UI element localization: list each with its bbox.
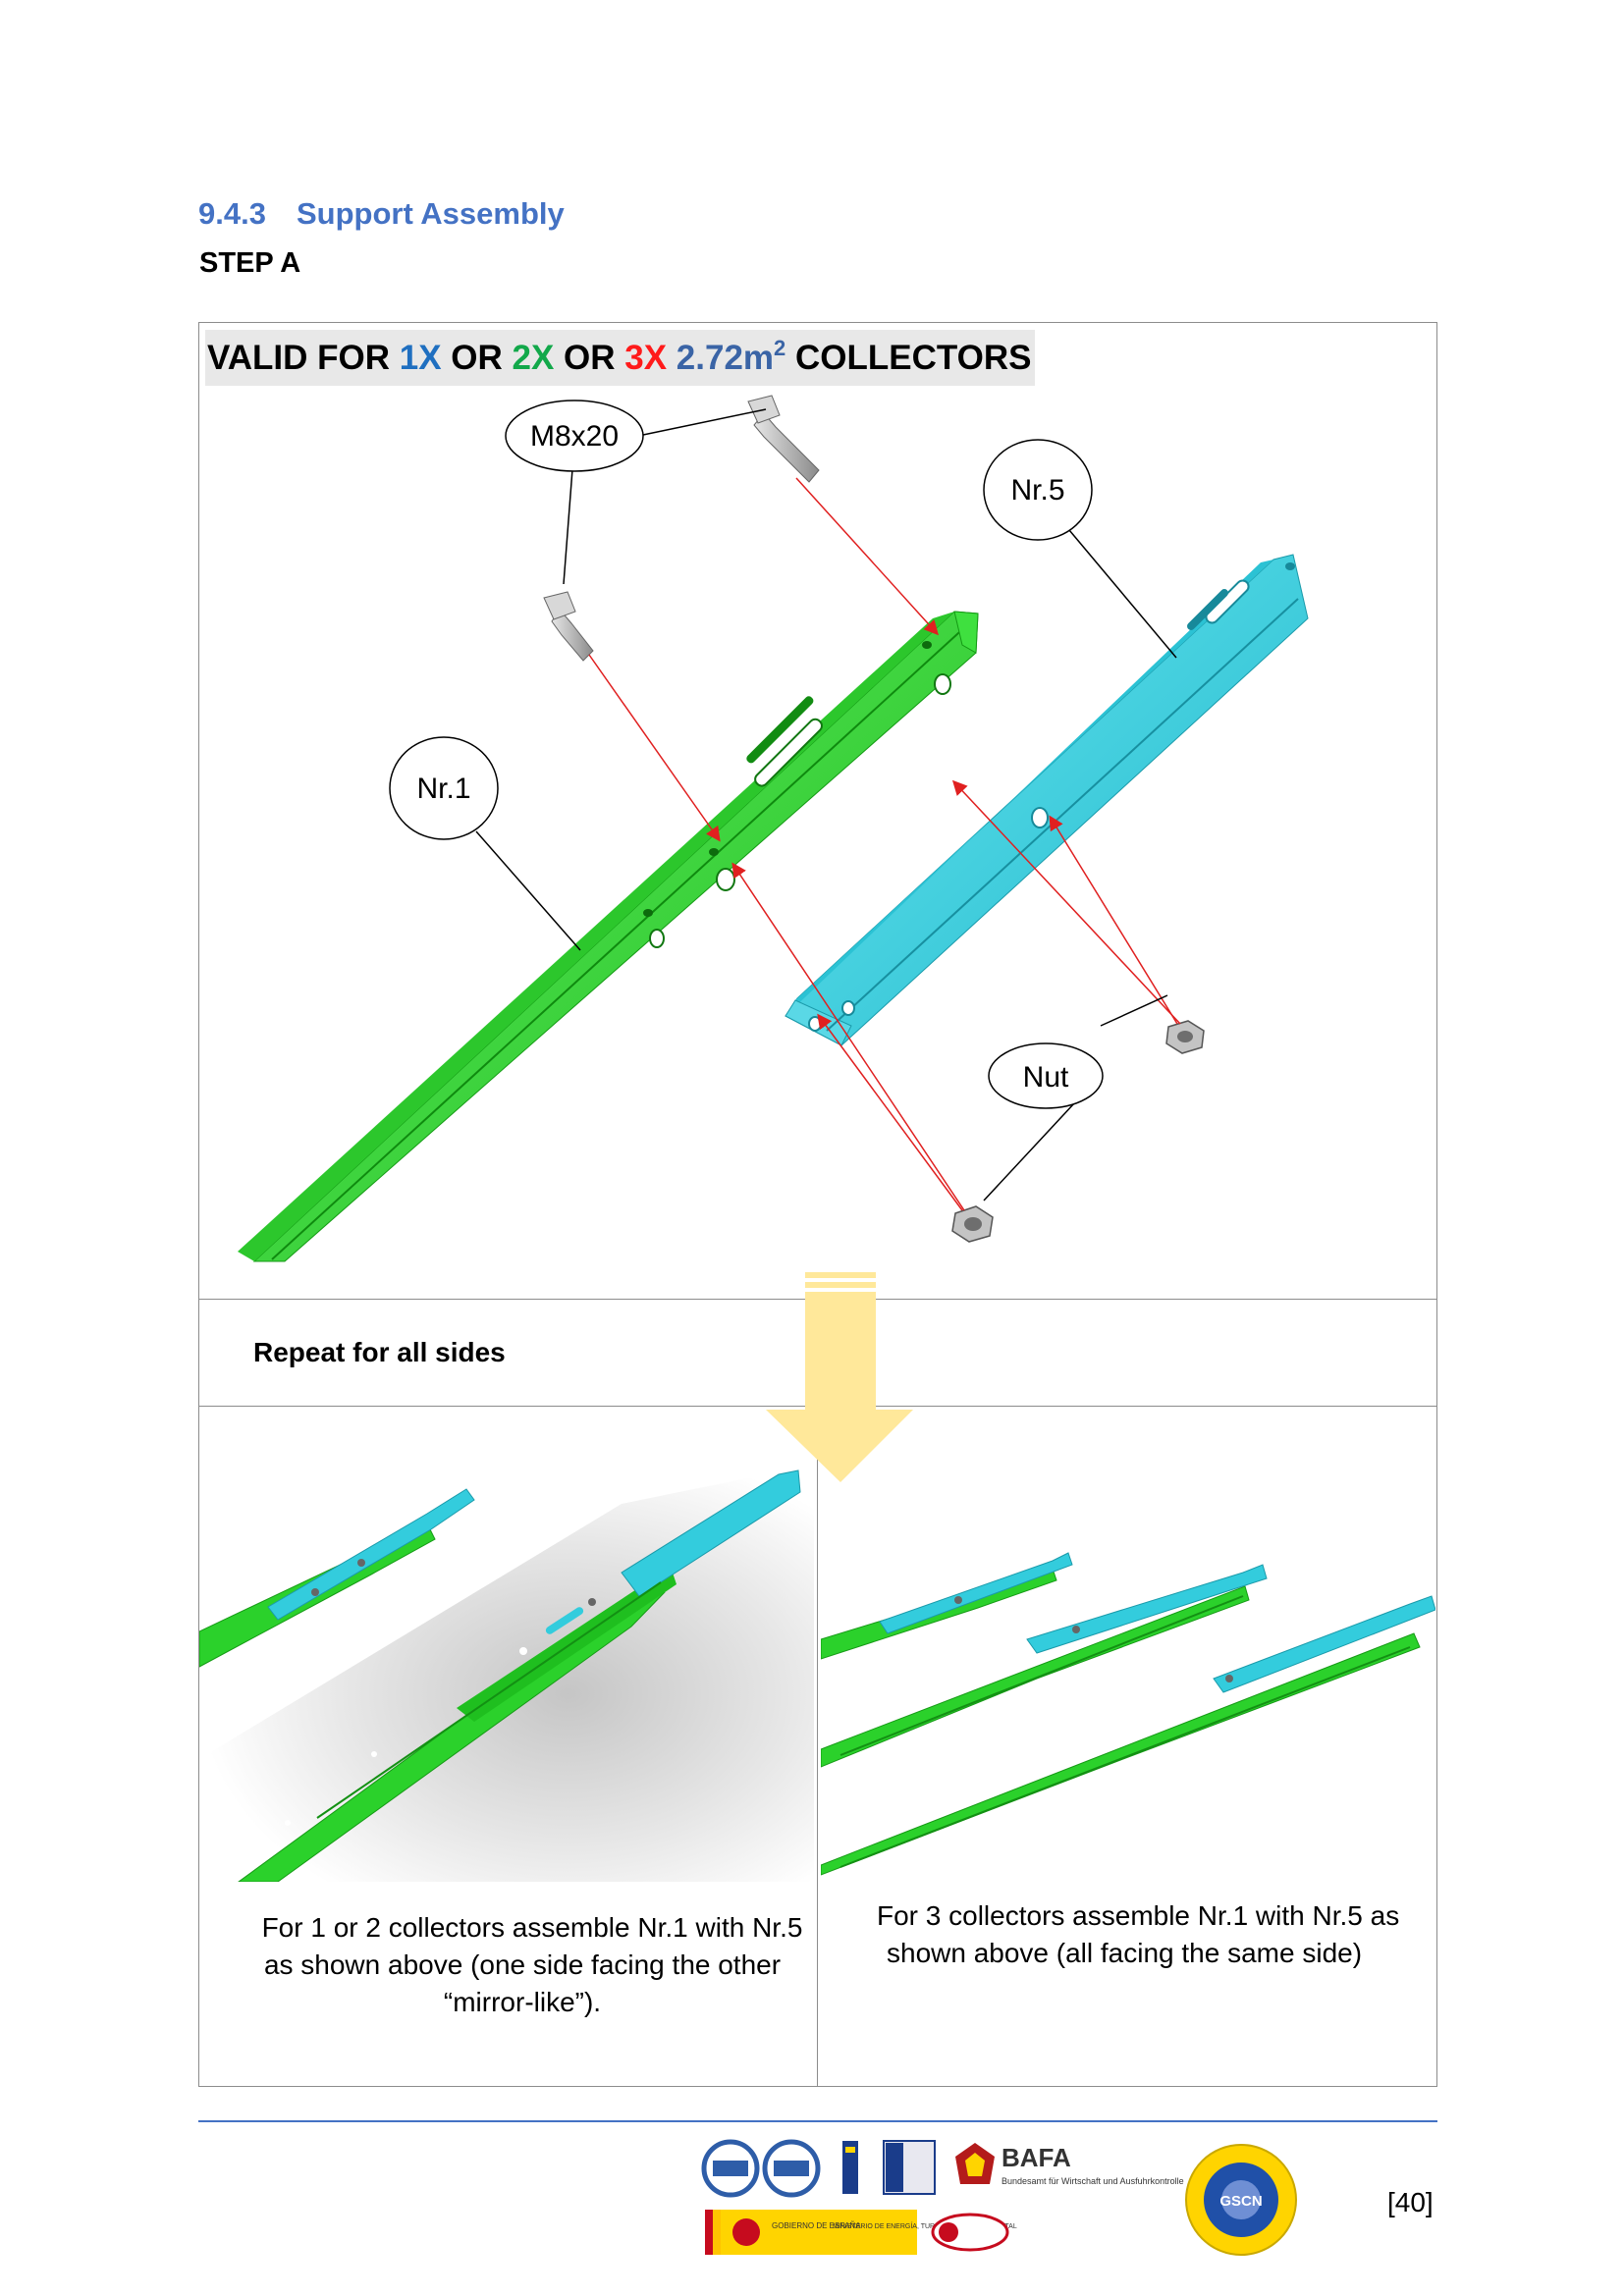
caption-1-2-collectors: For 1 or 2 collectors assemble Nr.1 with…	[238, 1909, 807, 2021]
validity-banner: VALID FOR 1X OR 2X OR 3X 2.72m2 COLLECTO…	[205, 330, 1035, 386]
banner-area-exponent: 2	[774, 336, 786, 360]
table-column-divider	[817, 1406, 818, 2087]
bafa-logo: BAFA Bundesamt für Wirtschaft und Ausfuh…	[955, 2143, 1184, 2186]
institutional-logo	[883, 2140, 936, 2195]
spanish-government-logo: GOBIERNO DE ESPAÑA MINISTERIO DE ENERGÍA…	[705, 2210, 1017, 2255]
energy-logo	[842, 2141, 858, 2194]
banner-suffix: COLLECTORS	[785, 339, 1032, 377]
banner-area: 2.72m2	[667, 336, 786, 377]
banner-option-2x: 2X	[512, 339, 555, 377]
banner-option-1x: 1X	[399, 339, 442, 377]
gscn-wordmark: GSCN	[1219, 2193, 1262, 2210]
footer-logos: BAFA Bundesamt für Wirtschaft und Ausfuh…	[701, 2139, 1297, 2256]
assembly-arrows	[588, 477, 1181, 1211]
bafa-subtitle: Bundesamt für Wirtschaft und Ausfuhrkont…	[1001, 2176, 1184, 2186]
exploded-assembly-diagram: M8x20 Nr.5 Nr.1 Nut	[238, 395, 1309, 1262]
bolt-m8x20-left	[543, 591, 594, 662]
banner-area-value: 2.72m	[667, 339, 775, 377]
gscn-seal-logo: GSCN	[1185, 2144, 1297, 2256]
gobierno-text: GOBIERNO DE ESPAÑA	[772, 2221, 861, 2230]
banner-or: OR	[441, 339, 513, 377]
quality-seal-logo	[931, 2213, 1009, 2252]
down-arrow-icon	[766, 1272, 913, 1482]
caption-3-collectors: For 3 collectors assemble Nr.1 with Nr.5…	[877, 1897, 1427, 1972]
certification-logo-2	[762, 2139, 821, 2198]
caption-line: For 1 or 2 collectors assemble Nr.1 with…	[261, 1912, 803, 1943]
section-title: Support Assembly	[297, 196, 565, 231]
banner-option-3x: 3X	[624, 339, 668, 377]
caption-line: For 3 collectors assemble Nr.1 with Nr.5…	[877, 1900, 1400, 1931]
bolt-m8x20-top	[747, 395, 820, 483]
certification-logo-1	[701, 2139, 760, 2198]
part-nr5-rail	[785, 554, 1309, 1046]
assembly-image-1-2-collectors	[199, 1465, 814, 1882]
step-title: STEP A	[199, 247, 301, 279]
banner-or: OR	[554, 339, 625, 377]
nut-right	[1165, 1020, 1205, 1054]
section-heading: 9.4.3 Support Assembly	[198, 196, 565, 232]
page-number: [40]	[1387, 2187, 1434, 2217]
part-nr1-rail	[238, 611, 979, 1262]
callout-bubbles	[389, 400, 1104, 1109]
caption-line: shown above (all facing the same side)	[887, 1938, 1363, 1968]
nut-bottom	[951, 1205, 994, 1243]
banner-prefix: VALID FOR	[207, 339, 400, 377]
repeat-instruction: Repeat for all sides	[253, 1337, 506, 1367]
assembly-image-3-collectors	[821, 1552, 1435, 1876]
assembly-table	[198, 322, 1437, 2087]
label-m8x20: M8x20	[530, 420, 619, 453]
ministerio-text: MINISTERIO DE ENERGÍA, TURISMO Y AGENDA …	[833, 2221, 1017, 2230]
caption-line: “mirror-like”).	[443, 1987, 602, 2017]
section-number: 9.4.3	[198, 196, 266, 231]
label-nut: Nut	[1023, 1061, 1069, 1094]
label-nr5: Nr.5	[1010, 474, 1064, 507]
label-nr1: Nr.1	[416, 773, 470, 805]
bafa-wordmark: BAFA	[1001, 2143, 1071, 2172]
footer-rule	[198, 2120, 1437, 2122]
caption-line: as shown above (one side facing the othe…	[263, 1949, 782, 1980]
